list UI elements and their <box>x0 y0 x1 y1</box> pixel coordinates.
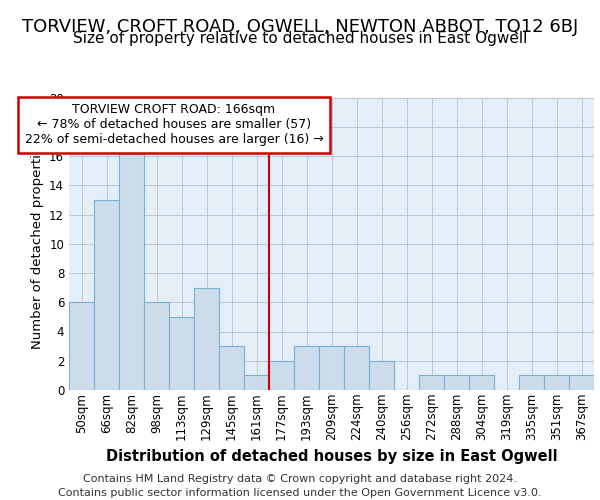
Bar <box>469 376 494 390</box>
Bar <box>544 376 569 390</box>
Bar <box>294 346 319 390</box>
X-axis label: Distribution of detached houses by size in East Ogwell: Distribution of detached houses by size … <box>106 448 557 464</box>
Bar <box>119 142 144 390</box>
Text: Size of property relative to detached houses in East Ogwell: Size of property relative to detached ho… <box>73 31 527 46</box>
Bar <box>194 288 219 390</box>
Bar <box>319 346 344 390</box>
Text: Contains HM Land Registry data © Crown copyright and database right 2024.
Contai: Contains HM Land Registry data © Crown c… <box>58 474 542 498</box>
Bar <box>144 302 169 390</box>
Bar <box>519 376 544 390</box>
Bar <box>94 200 119 390</box>
Bar <box>344 346 369 390</box>
Bar <box>419 376 444 390</box>
Bar <box>444 376 469 390</box>
Bar <box>219 346 244 390</box>
Bar <box>269 361 294 390</box>
Bar <box>569 376 594 390</box>
Y-axis label: Number of detached properties: Number of detached properties <box>31 138 44 349</box>
Text: TORVIEW CROFT ROAD: 166sqm
← 78% of detached houses are smaller (57)
22% of semi: TORVIEW CROFT ROAD: 166sqm ← 78% of deta… <box>25 104 323 146</box>
Bar <box>369 361 394 390</box>
Text: TORVIEW, CROFT ROAD, OGWELL, NEWTON ABBOT, TQ12 6BJ: TORVIEW, CROFT ROAD, OGWELL, NEWTON ABBO… <box>22 18 578 36</box>
Bar <box>169 317 194 390</box>
Bar <box>69 302 94 390</box>
Bar <box>244 376 269 390</box>
